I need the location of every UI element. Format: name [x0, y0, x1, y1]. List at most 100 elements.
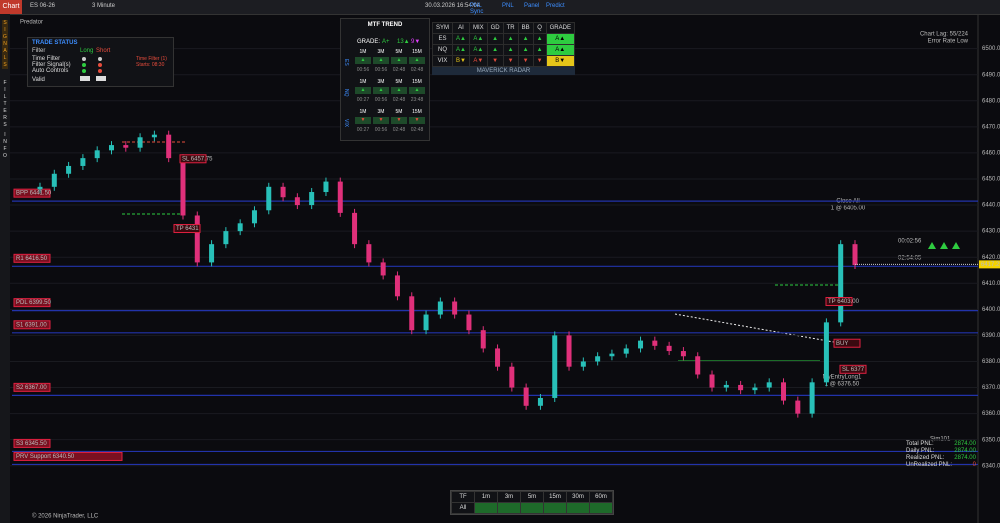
toolbar-button[interactable]: Panel: [524, 3, 540, 9]
side-tab[interactable]: FILTERS: [2, 80, 8, 129]
y-tick-label: 6380.00: [982, 359, 1000, 365]
candle: [352, 212, 358, 245]
candle: [137, 137, 143, 148]
trade-label: SL 6457.75: [182, 156, 213, 162]
status-dot: [98, 57, 102, 61]
toolbar-button[interactable]: PNL: [502, 3, 514, 9]
radar-cell: ▼: [517, 55, 534, 67]
candle: [695, 356, 701, 375]
pnl-value: 2874.00: [954, 441, 976, 447]
chart-tab[interactable]: Chart: [0, 0, 22, 14]
tf-label: 15M: [412, 109, 422, 115]
radar-cell: ▲: [486, 33, 504, 45]
y-tick-label: 6480.00: [982, 98, 1000, 104]
radar-table: SYM AI MIX GD TR BB Q GRADE ES A▲ A▲ ▲ ▲ ▲ ▲ A▲ NQ A▲ A▲ ▲ ▲…: [431, 22, 575, 67]
instrument[interactable]: ES 06-26: [30, 3, 56, 9]
radar-header-cell: Q: [532, 22, 547, 34]
radar-cell: ▲: [486, 44, 504, 56]
candle: [709, 374, 715, 388]
level-box: [13, 253, 51, 263]
row-label: Filter Signal(s): [32, 62, 71, 68]
trade-status: TRADE STATUS Filter Long Short Time Filter…: [27, 37, 174, 87]
tf-arrow: ▲: [391, 87, 407, 94]
status-dot: [82, 57, 86, 61]
radar-header-cell: MIX: [468, 22, 488, 34]
footer: © 2026 NinjaTrader, LLC: [32, 513, 99, 520]
candle: [823, 322, 829, 383]
tf-time: 00:56: [374, 127, 388, 133]
radar-footer: MAVERICK RADAR: [432, 67, 575, 75]
pnl-row: UnRealized PNL: 0: [906, 462, 976, 469]
radar-cell: A▲: [468, 44, 488, 56]
candle: [809, 382, 815, 414]
valid-toggle[interactable]: [96, 76, 106, 81]
block-symbol: VIX: [343, 119, 349, 128]
level-box: [13, 382, 51, 392]
tf-label: 5M: [395, 79, 403, 85]
tf-arrow: ▲: [355, 57, 371, 64]
trade-label: SL 6377: [842, 367, 865, 373]
toolbar: Chart ES 06-26 3 Minute 30.03.2026 16:54…: [0, 0, 1000, 15]
pnl-label: Daily PNL:: [906, 448, 935, 454]
radar-header-cell: BB: [517, 22, 534, 34]
panel-title: MTF TREND: [367, 22, 403, 28]
candle: [309, 192, 315, 206]
trade-label: BUY: [836, 341, 848, 347]
y-tick-label: 6430.00: [982, 229, 1000, 235]
radar-cell: ▼: [486, 55, 504, 67]
radar-cell: A▲: [452, 44, 470, 56]
candle: [123, 145, 129, 148]
radar-cell: NQ: [431, 44, 454, 56]
tf-header-cell: TF: [451, 491, 475, 503]
tf-row-label[interactable]: All: [451, 502, 475, 514]
radar-cell: ▲: [532, 44, 547, 56]
toolbar-button[interactable]: PNL Sync: [470, 3, 484, 15]
y-tick-label: 6360.00: [982, 411, 1000, 417]
candle: [108, 145, 114, 151]
interval[interactable]: 3 Minute: [92, 3, 116, 9]
tf-time: 02:48: [392, 97, 406, 103]
candle: [623, 348, 629, 354]
pnl-row: Realized PNL: 2874.00: [906, 455, 976, 462]
level-box: [13, 451, 123, 461]
level-label: BPP 6441.50: [16, 191, 52, 197]
tf-time: 00:27: [356, 97, 370, 103]
row-label: Time Filter: [32, 56, 61, 62]
level-box: [13, 298, 51, 308]
entry-fill: 1 @ 6376.50: [825, 382, 860, 388]
radar-header-cell: GD: [486, 22, 504, 34]
tf-label: 15M: [412, 49, 422, 55]
tf-row: All: [451, 502, 613, 514]
side-tab[interactable]: INFO: [2, 132, 8, 160]
candle: [280, 186, 286, 198]
candle: [838, 244, 844, 323]
radar-cell: ES: [431, 33, 454, 45]
tf-status-cell: [474, 502, 498, 514]
grade-label: GRADE:: [357, 39, 381, 45]
radar-cell: A▲: [545, 44, 575, 56]
toolbar-button[interactable]: Predict: [546, 3, 565, 9]
tf-label: 15M: [412, 79, 422, 85]
entry-label: MyEntryLong1: [823, 375, 862, 381]
side-tab[interactable]: SIGNALS: [2, 20, 8, 69]
candle: [609, 353, 615, 357]
radar-row: NQ A▲ A▲ ▲ ▲ ▲ ▲ A▲: [431, 44, 575, 56]
pnl-row: Total PNL: 2874.00: [906, 441, 976, 448]
level-label: S3 6345.50: [16, 441, 47, 447]
radar-cell: A▲: [452, 33, 470, 45]
candle: [151, 134, 157, 138]
radar-header: SYM AI MIX GD TR BB Q GRADE: [431, 22, 575, 34]
radar-cell: ▲: [532, 33, 547, 45]
close-fill: 1 @ 6405.00: [831, 206, 866, 212]
radar-cell: ▲: [517, 44, 534, 56]
column-header: Short: [96, 48, 111, 54]
candle: [266, 186, 272, 211]
candle: [680, 351, 686, 357]
candle: [738, 384, 744, 391]
timer: 02:54:05: [898, 256, 922, 262]
candle: [37, 186, 43, 190]
valid-toggle[interactable]: [80, 76, 90, 81]
level-box: [13, 438, 51, 448]
radar-cell: A▲: [545, 33, 575, 45]
